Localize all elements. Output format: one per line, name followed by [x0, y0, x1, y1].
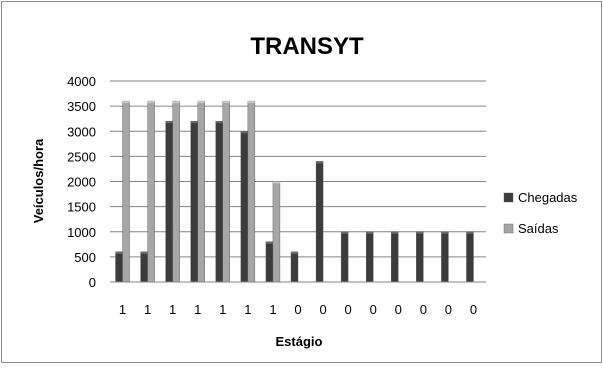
- bar-chegadas: [290, 251, 299, 283]
- bar-top-highlight: [265, 241, 273, 244]
- y-tick-label: 3500: [67, 99, 96, 114]
- bar-top-highlight: [272, 181, 280, 184]
- bar-top-highlight: [341, 231, 349, 234]
- legend-swatch: [503, 192, 514, 203]
- x-tick-label: 1: [169, 302, 176, 317]
- bar-top-highlight: [316, 161, 324, 164]
- bar-top-highlight: [115, 251, 123, 254]
- legend: Chegadas Saídas: [503, 190, 578, 236]
- x-tick-label: 0: [319, 302, 326, 317]
- y-tick-label: 2000: [67, 175, 96, 190]
- y-tick-label: 500: [74, 250, 96, 265]
- bar-saidas: [147, 100, 155, 283]
- bar-saidas: [172, 100, 180, 283]
- x-tick-label: 0: [370, 302, 377, 317]
- bar-saidas: [122, 100, 130, 283]
- bar-chegadas: [140, 251, 148, 283]
- y-tick-label: 4000: [67, 74, 96, 89]
- x-tick-label: 0: [395, 302, 402, 317]
- bar-top-highlight: [165, 121, 173, 124]
- bar-chegadas: [165, 120, 173, 283]
- bar-top-highlight: [247, 101, 255, 104]
- bar-chegadas: [315, 161, 324, 283]
- bar-top-highlight: [240, 131, 248, 134]
- bar-saidas: [197, 100, 205, 283]
- bar-chegadas: [215, 120, 224, 283]
- bar-top-highlight: [190, 121, 198, 124]
- bar-chegadas: [115, 251, 123, 283]
- bar-top-highlight: [122, 101, 130, 104]
- bar-chegadas: [190, 120, 198, 283]
- y-tick-label: 1500: [67, 200, 96, 215]
- bar-top-highlight: [140, 251, 148, 254]
- x-tick-label: 0: [345, 302, 352, 317]
- bar-chegadas: [416, 231, 424, 283]
- bar-top-highlight: [466, 231, 474, 234]
- y-tick-label: 0: [89, 275, 96, 290]
- bar-saidas: [272, 181, 281, 283]
- bar-top-highlight: [197, 101, 205, 104]
- x-tick-label: 0: [445, 302, 452, 317]
- x-tick-labels: 1 1 1 1 1 1 1 0 0 0 0 0 0 0 0: [119, 302, 477, 317]
- bar-top-highlight: [291, 251, 298, 254]
- y-tick-label: 2500: [67, 149, 96, 164]
- x-tick-label: 1: [194, 302, 201, 317]
- x-tick-label: 0: [294, 302, 301, 317]
- legend-label: Saídas: [518, 221, 559, 236]
- bar-top-highlight: [366, 231, 374, 234]
- bar-saidas: [222, 100, 231, 283]
- legend-swatch: [503, 223, 514, 234]
- bar-chegadas: [366, 231, 374, 283]
- bar-top-highlight: [441, 231, 449, 234]
- chart-title: TRANSYT: [250, 33, 364, 60]
- bar-top-highlight: [215, 121, 223, 124]
- y-tick-label: 1000: [67, 225, 96, 240]
- bar-top-highlight: [391, 231, 399, 234]
- bar-top-highlight: [416, 231, 424, 234]
- x-tick-label: 1: [244, 302, 251, 317]
- bars: [115, 100, 474, 283]
- legend-label: Chegadas: [518, 190, 578, 205]
- bar-top-highlight: [222, 101, 230, 104]
- x-tick-label: 0: [420, 302, 427, 317]
- bar-top-highlight: [172, 101, 180, 104]
- bar-chegadas: [240, 131, 249, 283]
- x-axis-label: Estágio: [276, 334, 323, 349]
- bar-chegadas: [466, 231, 474, 283]
- x-tick-label: 0: [470, 302, 477, 317]
- x-tick-label: 1: [219, 302, 226, 317]
- y-tick-labels: 0 500 1000 1500 2000 2500 3000 3500 4000: [67, 74, 96, 290]
- bar-chegadas: [340, 231, 349, 283]
- x-tick-label: 1: [144, 302, 151, 317]
- y-tick-label: 3000: [67, 124, 96, 139]
- x-tick-label: 1: [119, 302, 126, 317]
- y-axis-label: Veículos/hora: [31, 138, 46, 223]
- bar-saidas: [247, 100, 256, 283]
- x-tick-label: 1: [269, 302, 276, 317]
- bar-chegadas: [391, 231, 399, 283]
- bar-top-highlight: [147, 101, 155, 104]
- bar-chegadas: [441, 231, 449, 283]
- bar-chegadas: [265, 241, 274, 283]
